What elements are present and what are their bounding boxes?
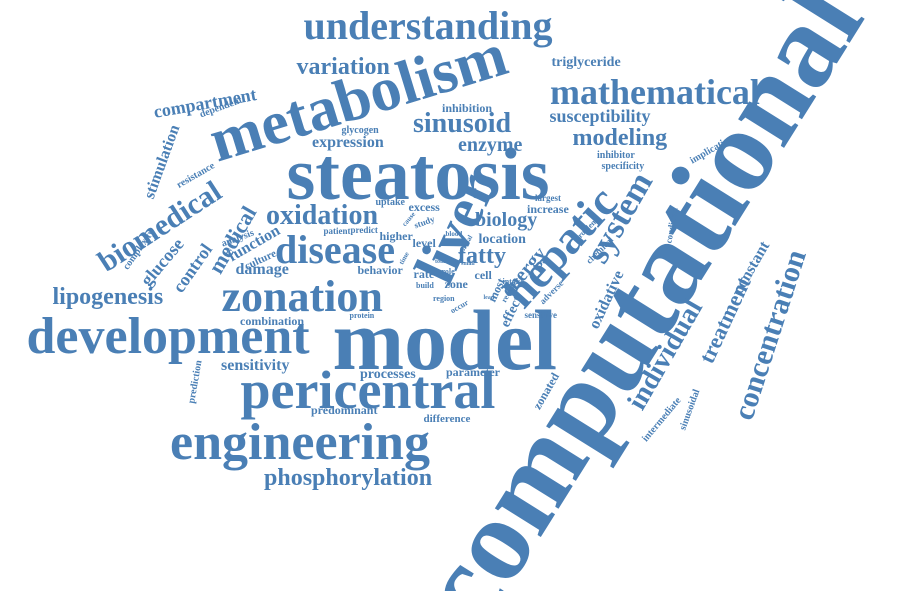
word-behavior: behavior [357,263,403,277]
word-predominant: predominant [311,403,378,417]
word-glycogen: glycogen [341,125,379,136]
word-zone: zone [444,277,468,291]
word-pericentral: pericentral [240,360,496,420]
word-model: model [332,292,558,388]
word-phosphorylation: phosphorylation [264,465,433,491]
word-development: development [26,308,310,365]
word-build: build [416,281,434,290]
word-increase: increase [527,202,569,216]
word-susceptibility: susceptibility [549,106,651,126]
word-lead: lead [483,295,495,301]
word-inhibitor: inhibitor [597,150,635,161]
word-engineering: engineering [170,414,430,471]
word-processes: processes [360,367,416,382]
word-parameter: parameter [446,365,500,379]
word-higher: higher [379,229,413,243]
word-oxidation: oxidation [266,200,379,231]
word-modeling: modeling [572,125,668,151]
word-lipogenesis: lipogenesis [52,284,164,310]
word-mathematical: mathematical [550,72,760,112]
word-specificity: specificity [601,161,645,172]
word-enzyme: enzyme [458,134,523,156]
word-damage: damage [235,261,289,278]
word-steatosis: steatosis [286,134,550,216]
word-combination: combination [240,314,305,328]
word-sensitivity: sensitivity [221,357,290,374]
word-sinusoidal: sinusoidal [676,387,702,432]
word-zonation: zonation [221,272,383,321]
word-understanding: understanding [303,3,553,48]
word-rate: rate [413,267,435,281]
word-cell: cell [474,268,492,282]
word-intake: intake [502,277,524,286]
word-stimulation: stimulation [140,122,183,202]
word-protein: protein [349,311,375,320]
word-disease: disease [275,227,395,272]
word-predict: predict [350,224,378,235]
word-largest: largest [535,192,561,203]
word-region: region [433,294,455,303]
word-role: role [441,267,455,276]
word-triglyceride: triglyceride [551,55,621,70]
word-total: total [435,259,447,265]
word-sensitive: sensitive [524,309,558,320]
word-small: small [461,261,475,267]
word-blood: blood [445,229,463,238]
word-level: level [412,236,436,250]
word-biology: biology [475,209,538,231]
word-patient: patient [323,225,351,236]
word-uptake: uptake [375,197,405,208]
word-inhibition: inhibition [442,101,493,115]
word-prediction: prediction [186,359,205,405]
word-location: location [478,232,526,247]
word-excess: excess [408,200,440,214]
word-fatty: fatty [458,243,506,269]
word-expression: expression [312,134,384,151]
word-difference: difference [423,412,471,425]
word-sinusoid: sinusoid [413,108,512,139]
word-variation: variation [296,54,390,80]
